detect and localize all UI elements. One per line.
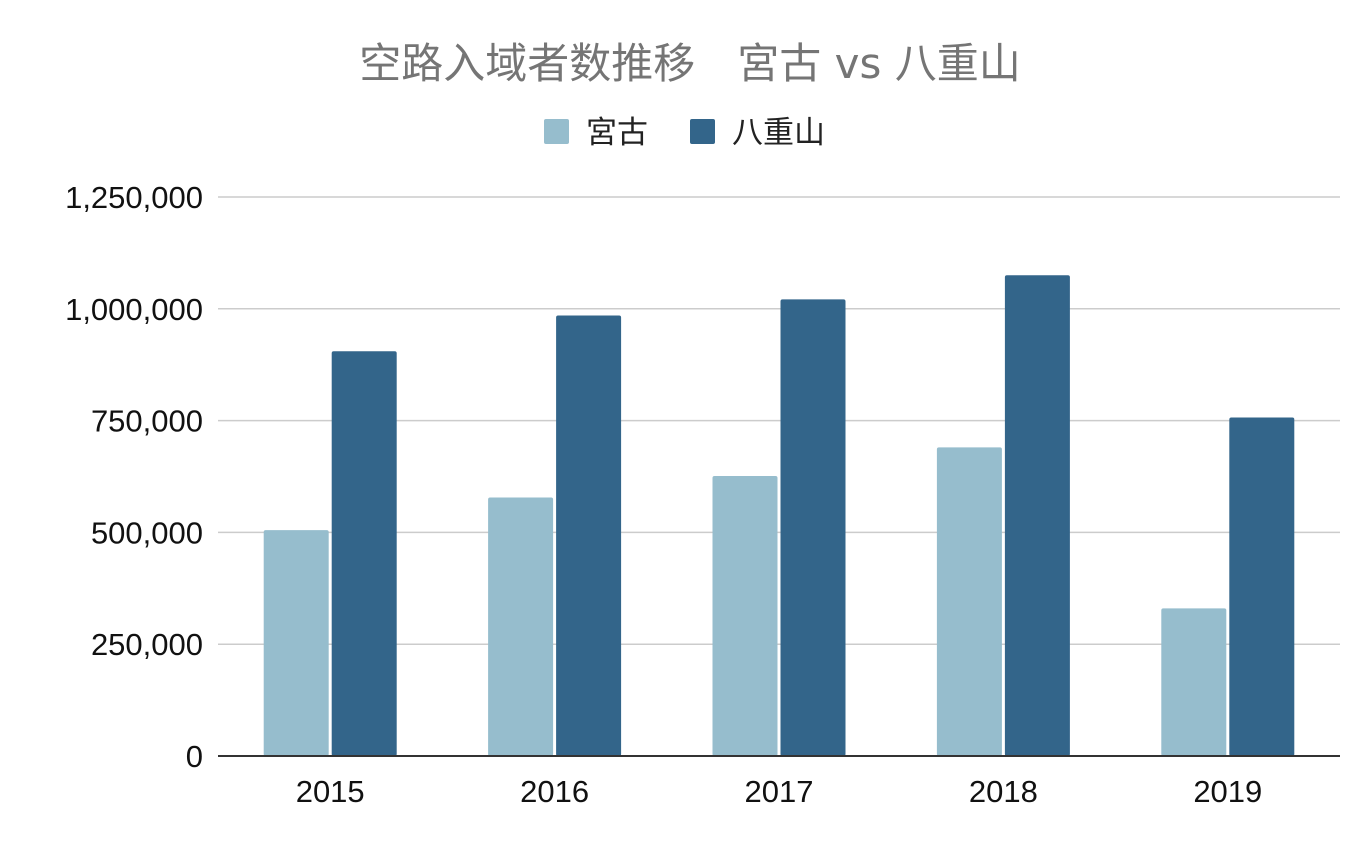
- bar-yaeyama-2019: [1229, 417, 1295, 756]
- x-tick-label: 2015: [296, 774, 365, 809]
- y-tick-label: 0: [186, 739, 203, 774]
- bar-yaeyama-2016: [556, 315, 622, 756]
- legend-label: 八重山: [732, 115, 825, 151]
- bar-miyako-2017: [712, 476, 778, 756]
- legend-swatch: [544, 119, 569, 144]
- legend-swatch: [690, 119, 715, 144]
- y-tick-label: 250,000: [91, 627, 203, 662]
- bar-yaeyama-2017: [780, 299, 846, 756]
- y-tick-label: 1,250,000: [65, 180, 203, 215]
- gridlines: [218, 196, 1340, 645]
- legend: 宮古 八重山: [544, 115, 825, 151]
- bars: [263, 275, 1295, 756]
- bar-miyako-2018: [936, 447, 1002, 756]
- y-tick-label: 1,000,000: [65, 292, 203, 327]
- legend-label: 宮古: [586, 115, 648, 151]
- x-tick-label: 2019: [1193, 774, 1262, 809]
- bar-yaeyama-2015: [331, 351, 397, 756]
- y-tick-label: 750,000: [91, 404, 203, 439]
- chart-title: 空路入域者数推移 宮古 vs 八重山: [359, 39, 1020, 88]
- legend-item: 宮古: [544, 115, 648, 151]
- x-tick-label: 2018: [969, 774, 1038, 809]
- bar-miyako-2019: [1161, 608, 1227, 756]
- y-axis: 0 250,000 500,000 750,000 1,000,000 1,250,000: [65, 180, 203, 774]
- x-axis: 2015 2016 2017 2018 2019: [218, 755, 1340, 809]
- legend-item: 八重山: [690, 115, 825, 151]
- x-tick-label: 2016: [520, 774, 589, 809]
- bar-miyako-2015: [263, 530, 329, 756]
- bar-miyako-2016: [488, 497, 554, 756]
- y-tick-label: 500,000: [91, 515, 203, 550]
- bar-yaeyama-2018: [1004, 275, 1070, 756]
- x-tick-label: 2017: [745, 774, 814, 809]
